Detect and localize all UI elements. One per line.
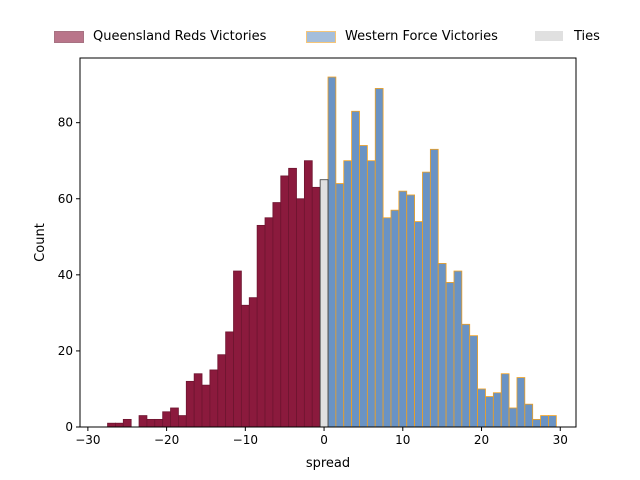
bar-series1-27 (532, 418, 541, 428)
y-axis-ticks: 0 20 40 60 80 (58, 116, 80, 434)
bar-series1-2 (335, 183, 345, 428)
bar-series1-12 (414, 221, 423, 428)
legend-label-ties: Ties (574, 29, 600, 44)
bar-series0--7 (264, 217, 274, 428)
bar-series1-1 (327, 76, 337, 428)
x-tick-label: 10 (395, 433, 410, 447)
legend-swatch-queensland-reds (54, 31, 84, 43)
bar-series0--2 (303, 160, 313, 428)
bar-series0--3 (296, 198, 305, 428)
bar-series0--17 (185, 380, 195, 428)
legend: Queensland Reds Victories Western Force … (0, 28, 640, 48)
bar-series0--26 (115, 422, 124, 428)
x-axis-ticks: −30 −20 −10 0 10 20 30 (75, 427, 568, 447)
bar-series1-5 (359, 145, 368, 428)
bar-series1-17 (453, 270, 463, 428)
x-tick-label: −20 (154, 433, 179, 447)
x-tick-label: −10 (233, 433, 258, 447)
bar-series1-9 (390, 209, 400, 428)
y-tick-label: 20 (58, 344, 73, 358)
bar-series0--18 (178, 415, 187, 428)
bar-series1-6 (366, 160, 376, 428)
bar-series0--5 (280, 175, 290, 428)
bar-series1-26 (524, 403, 534, 428)
bar-series1-29 (548, 415, 557, 428)
bar-series1-25 (516, 377, 526, 428)
bar-series1-22 (492, 392, 502, 428)
bar-series1-19 (469, 335, 478, 428)
bar-series0--16 (193, 373, 203, 428)
bar-series1-20 (477, 388, 486, 428)
bar-series0--12 (225, 331, 234, 428)
bar-series0--8 (256, 224, 266, 428)
bar-series1-13 (422, 171, 431, 428)
legend-swatch-western-force (306, 31, 336, 43)
bar-series0--19 (170, 407, 179, 428)
plot-frame (79, 57, 577, 428)
y-tick-label: 80 (58, 116, 73, 130)
bar-series1-10 (398, 190, 408, 428)
y-axis-label: Count (33, 223, 48, 262)
bar-series1-18 (461, 323, 471, 428)
x-tick-label: 0 (320, 433, 328, 447)
x-tick-label: 30 (553, 433, 568, 447)
x-tick-label: −30 (75, 433, 100, 447)
bar-series0--11 (233, 270, 242, 428)
bar-series2-0 (319, 179, 329, 428)
bar-series1-28 (540, 415, 549, 428)
bar-series1-15 (437, 263, 447, 428)
y-tick-label: 40 (58, 268, 73, 282)
x-tick-label: 20 (474, 433, 489, 447)
bar-series1-8 (382, 217, 392, 428)
bar-series0--1 (311, 186, 321, 428)
bars-group (107, 76, 557, 428)
bar-series1-16 (445, 282, 455, 428)
bar-series1-3 (343, 160, 353, 428)
bar-series0--13 (217, 354, 227, 428)
bar-series1-7 (374, 88, 384, 428)
legend-label-queensland-reds: Queensland Reds Victories (93, 29, 267, 44)
x-axis-label: spread (306, 456, 350, 471)
bar-series0--22 (146, 418, 156, 428)
bar-series0--27 (107, 422, 116, 428)
bar-series0--20 (162, 411, 171, 428)
bar-series0--4 (288, 167, 297, 428)
bar-series1-14 (429, 148, 439, 428)
bar-series0--10 (240, 304, 250, 428)
bar-series0--14 (209, 369, 219, 428)
bar-series1-11 (406, 194, 416, 428)
bar-series1-24 (508, 407, 518, 428)
bar-series0--6 (272, 202, 282, 428)
y-tick-label: 0 (65, 420, 73, 434)
bar-series1-4 (351, 110, 360, 428)
bar-series1-21 (485, 396, 494, 428)
bar-series0--9 (248, 297, 258, 428)
bar-series0--23 (138, 415, 148, 428)
legend-label-western-force: Western Force Victories (345, 29, 498, 44)
bar-series1-23 (500, 373, 510, 428)
bar-series0--25 (122, 418, 132, 428)
legend-swatch-ties (535, 31, 563, 41)
y-tick-label: 60 (58, 192, 73, 206)
bar-series0--15 (201, 384, 211, 428)
bar-series0--21 (154, 418, 164, 428)
